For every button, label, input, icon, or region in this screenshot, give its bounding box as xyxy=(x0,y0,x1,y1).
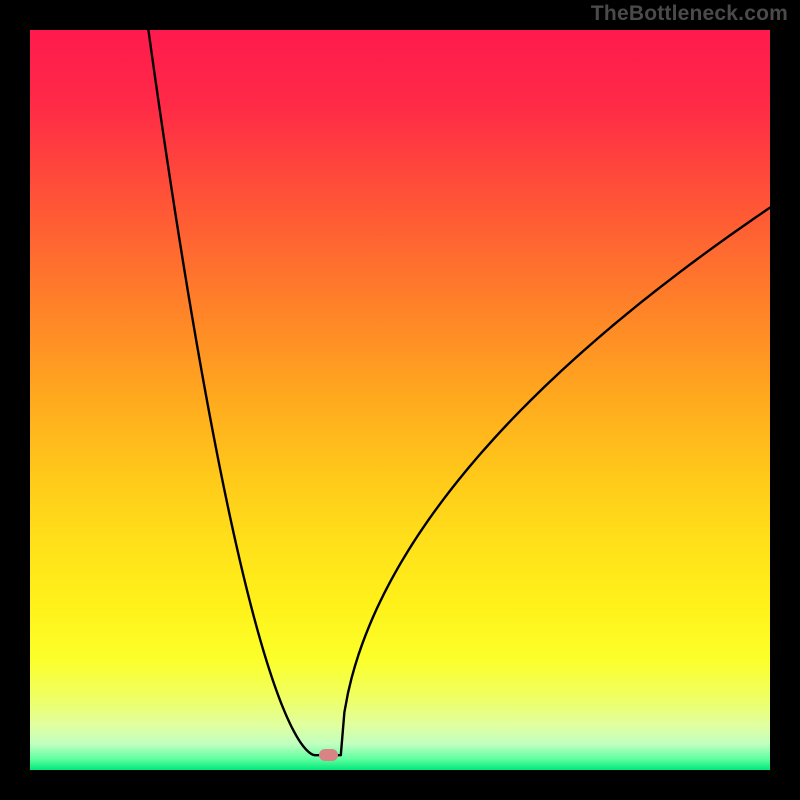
bottleneck-marker xyxy=(319,749,338,761)
chart-container: TheBottleneck.com xyxy=(0,0,800,800)
branding-text: TheBottleneck.com xyxy=(591,2,788,26)
curve-path xyxy=(148,30,770,755)
bottleneck-curve xyxy=(30,30,770,770)
plot-area xyxy=(30,30,770,770)
